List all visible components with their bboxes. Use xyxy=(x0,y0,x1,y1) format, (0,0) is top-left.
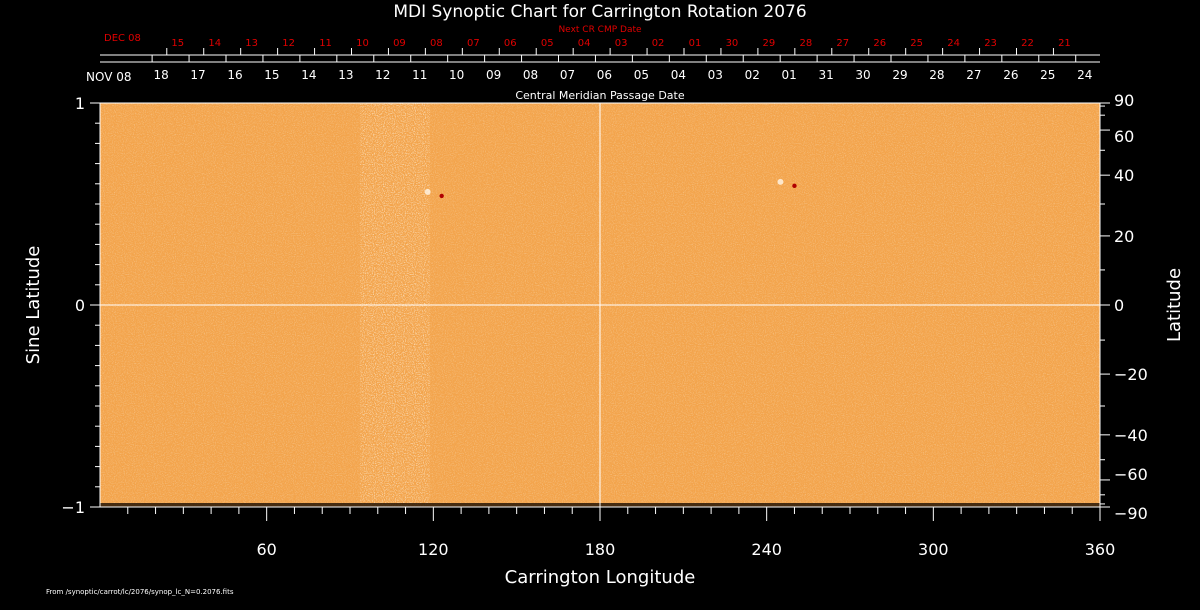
next-cr-start-label: DEC 08 xyxy=(104,33,141,44)
cmp-date-label: 06 xyxy=(597,68,612,82)
next-cr-date-label: 24 xyxy=(947,38,960,49)
next-cr-date-label: 04 xyxy=(578,38,591,49)
cmp-date-label: 30 xyxy=(855,68,870,82)
cmp-date-label: 09 xyxy=(486,68,501,82)
x-tick-label: 360 xyxy=(1085,540,1116,559)
next-cr-date-label: 27 xyxy=(836,38,849,49)
y-right-tick-label: 90 xyxy=(1114,91,1134,110)
cmp-date-label: 15 xyxy=(264,68,279,82)
y-axis-left: 1 0 −1 xyxy=(61,94,100,517)
x-axis: 60 120 180 240 300 360 xyxy=(127,507,1116,559)
cmp-date-label: 04 xyxy=(671,68,686,82)
next-cr-date-label: 22 xyxy=(1021,38,1034,49)
cmp-date-label: 08 xyxy=(523,68,538,82)
cmp-date-label: 02 xyxy=(745,68,760,82)
y-right-tick-label: 20 xyxy=(1114,227,1134,246)
cmp-date-label: 18 xyxy=(153,68,168,82)
next-cr-date-label: 13 xyxy=(245,38,258,49)
cmp-date-label: 25 xyxy=(1040,68,1055,82)
cmp-date-label: 05 xyxy=(634,68,649,82)
next-cr-date-label: 10 xyxy=(356,38,369,49)
x-tick-label: 300 xyxy=(918,540,949,559)
y-right-tick-label: 60 xyxy=(1114,127,1134,146)
cmp-date-label: 13 xyxy=(338,68,353,82)
cmp-date-label: 26 xyxy=(1003,68,1018,82)
x-tick-label: 60 xyxy=(256,540,276,559)
plot-area xyxy=(100,103,1100,507)
source-file-path: From /synoptic/carrot/lc/2076/synop_lc_N… xyxy=(46,588,234,596)
next-cr-date-label: 03 xyxy=(615,38,628,49)
next-cr-date-label: 05 xyxy=(541,38,554,49)
next-cr-date-label: 08 xyxy=(430,38,443,49)
next-cr-date-label: 23 xyxy=(984,38,997,49)
next-cr-date-label: 29 xyxy=(763,38,776,49)
next-cr-date-label: 09 xyxy=(393,38,406,49)
y-right-axis-label: Latitude xyxy=(1164,268,1185,342)
next-cr-date-label: 06 xyxy=(504,38,517,49)
cmp-date-label: 01 xyxy=(782,68,797,82)
next-cr-date-label: 02 xyxy=(652,38,665,49)
active-regions xyxy=(424,178,797,199)
cmp-date-label: 28 xyxy=(929,68,944,82)
next-cr-date-label: 21 xyxy=(1058,38,1071,49)
y-right-tick-label: −90 xyxy=(1114,504,1148,523)
y-left-tick-label: −1 xyxy=(61,498,85,517)
cmp-date-label: 29 xyxy=(892,68,907,82)
x-tick-label: 120 xyxy=(418,540,449,559)
next-cr-date-label: 11 xyxy=(319,38,332,49)
cmp-ticks: 18 17 16 15 14 13 12 11 10 09 08 07 06 05 04 03 02 01 31 30… xyxy=(151,55,1092,82)
active-region xyxy=(439,193,444,199)
cmp-date-label: 27 xyxy=(966,68,981,82)
cmp-caption: Central Meridian Passage Date xyxy=(515,89,684,102)
y-right-tick-label: 40 xyxy=(1114,166,1134,185)
cmp-date-label: 31 xyxy=(818,68,833,82)
next-cr-ticks: 15 14 13 12 11 10 09 08 07 06 05 04 03 02 01 30 29 28 27 26… xyxy=(166,38,1071,55)
chart-title: MDI Synoptic Chart for Carrington Rotati… xyxy=(393,2,806,22)
y-axis-right: 90 60 40 20 0 −20 −40 −60 −90 xyxy=(1100,91,1148,523)
cmp-start-label: NOV 08 xyxy=(86,70,132,84)
next-cr-date-label: 07 xyxy=(467,38,480,49)
next-cr-date-label: 30 xyxy=(726,38,739,49)
cmp-date-label: 07 xyxy=(560,68,575,82)
next-cr-date-label: 25 xyxy=(910,38,923,49)
next-cr-date-label: 14 xyxy=(208,38,221,49)
y-right-tick-label: −60 xyxy=(1114,465,1148,484)
x-axis-label: Carrington Longitude xyxy=(505,567,696,588)
cmp-date-label: 12 xyxy=(375,68,390,82)
y-left-axis-label: Sine Latitude xyxy=(23,246,44,365)
y-left-tick-label: 0 xyxy=(75,296,85,315)
cmp-date-label: 24 xyxy=(1077,68,1092,82)
next-cr-date-label: 28 xyxy=(799,38,812,49)
cmp-date-label: 10 xyxy=(449,68,464,82)
active-region-halo xyxy=(424,188,431,195)
cmp-date-label: 16 xyxy=(227,68,242,82)
cmp-date-label: 11 xyxy=(412,68,427,82)
cmp-date-label: 17 xyxy=(190,68,205,82)
y-right-tick-label: −40 xyxy=(1114,426,1148,445)
y-right-tick-label: −20 xyxy=(1114,365,1148,384)
next-cr-date-label: 15 xyxy=(171,38,184,49)
next-cr-date-label: 26 xyxy=(873,38,886,49)
active-region-halo xyxy=(777,178,784,185)
y-left-tick-label: 1 xyxy=(75,94,85,113)
x-tick-label: 180 xyxy=(585,540,616,559)
active-region xyxy=(792,183,797,189)
cmp-date-label: 14 xyxy=(301,68,316,82)
x-tick-label: 240 xyxy=(751,540,782,559)
next-cr-date-label: 12 xyxy=(282,38,295,49)
next-cr-date-label: 01 xyxy=(689,38,702,49)
next-cr-caption: Next CR CMP Date xyxy=(558,25,642,35)
cmp-date-label: 03 xyxy=(708,68,723,82)
y-right-tick-label: 0 xyxy=(1114,296,1124,315)
